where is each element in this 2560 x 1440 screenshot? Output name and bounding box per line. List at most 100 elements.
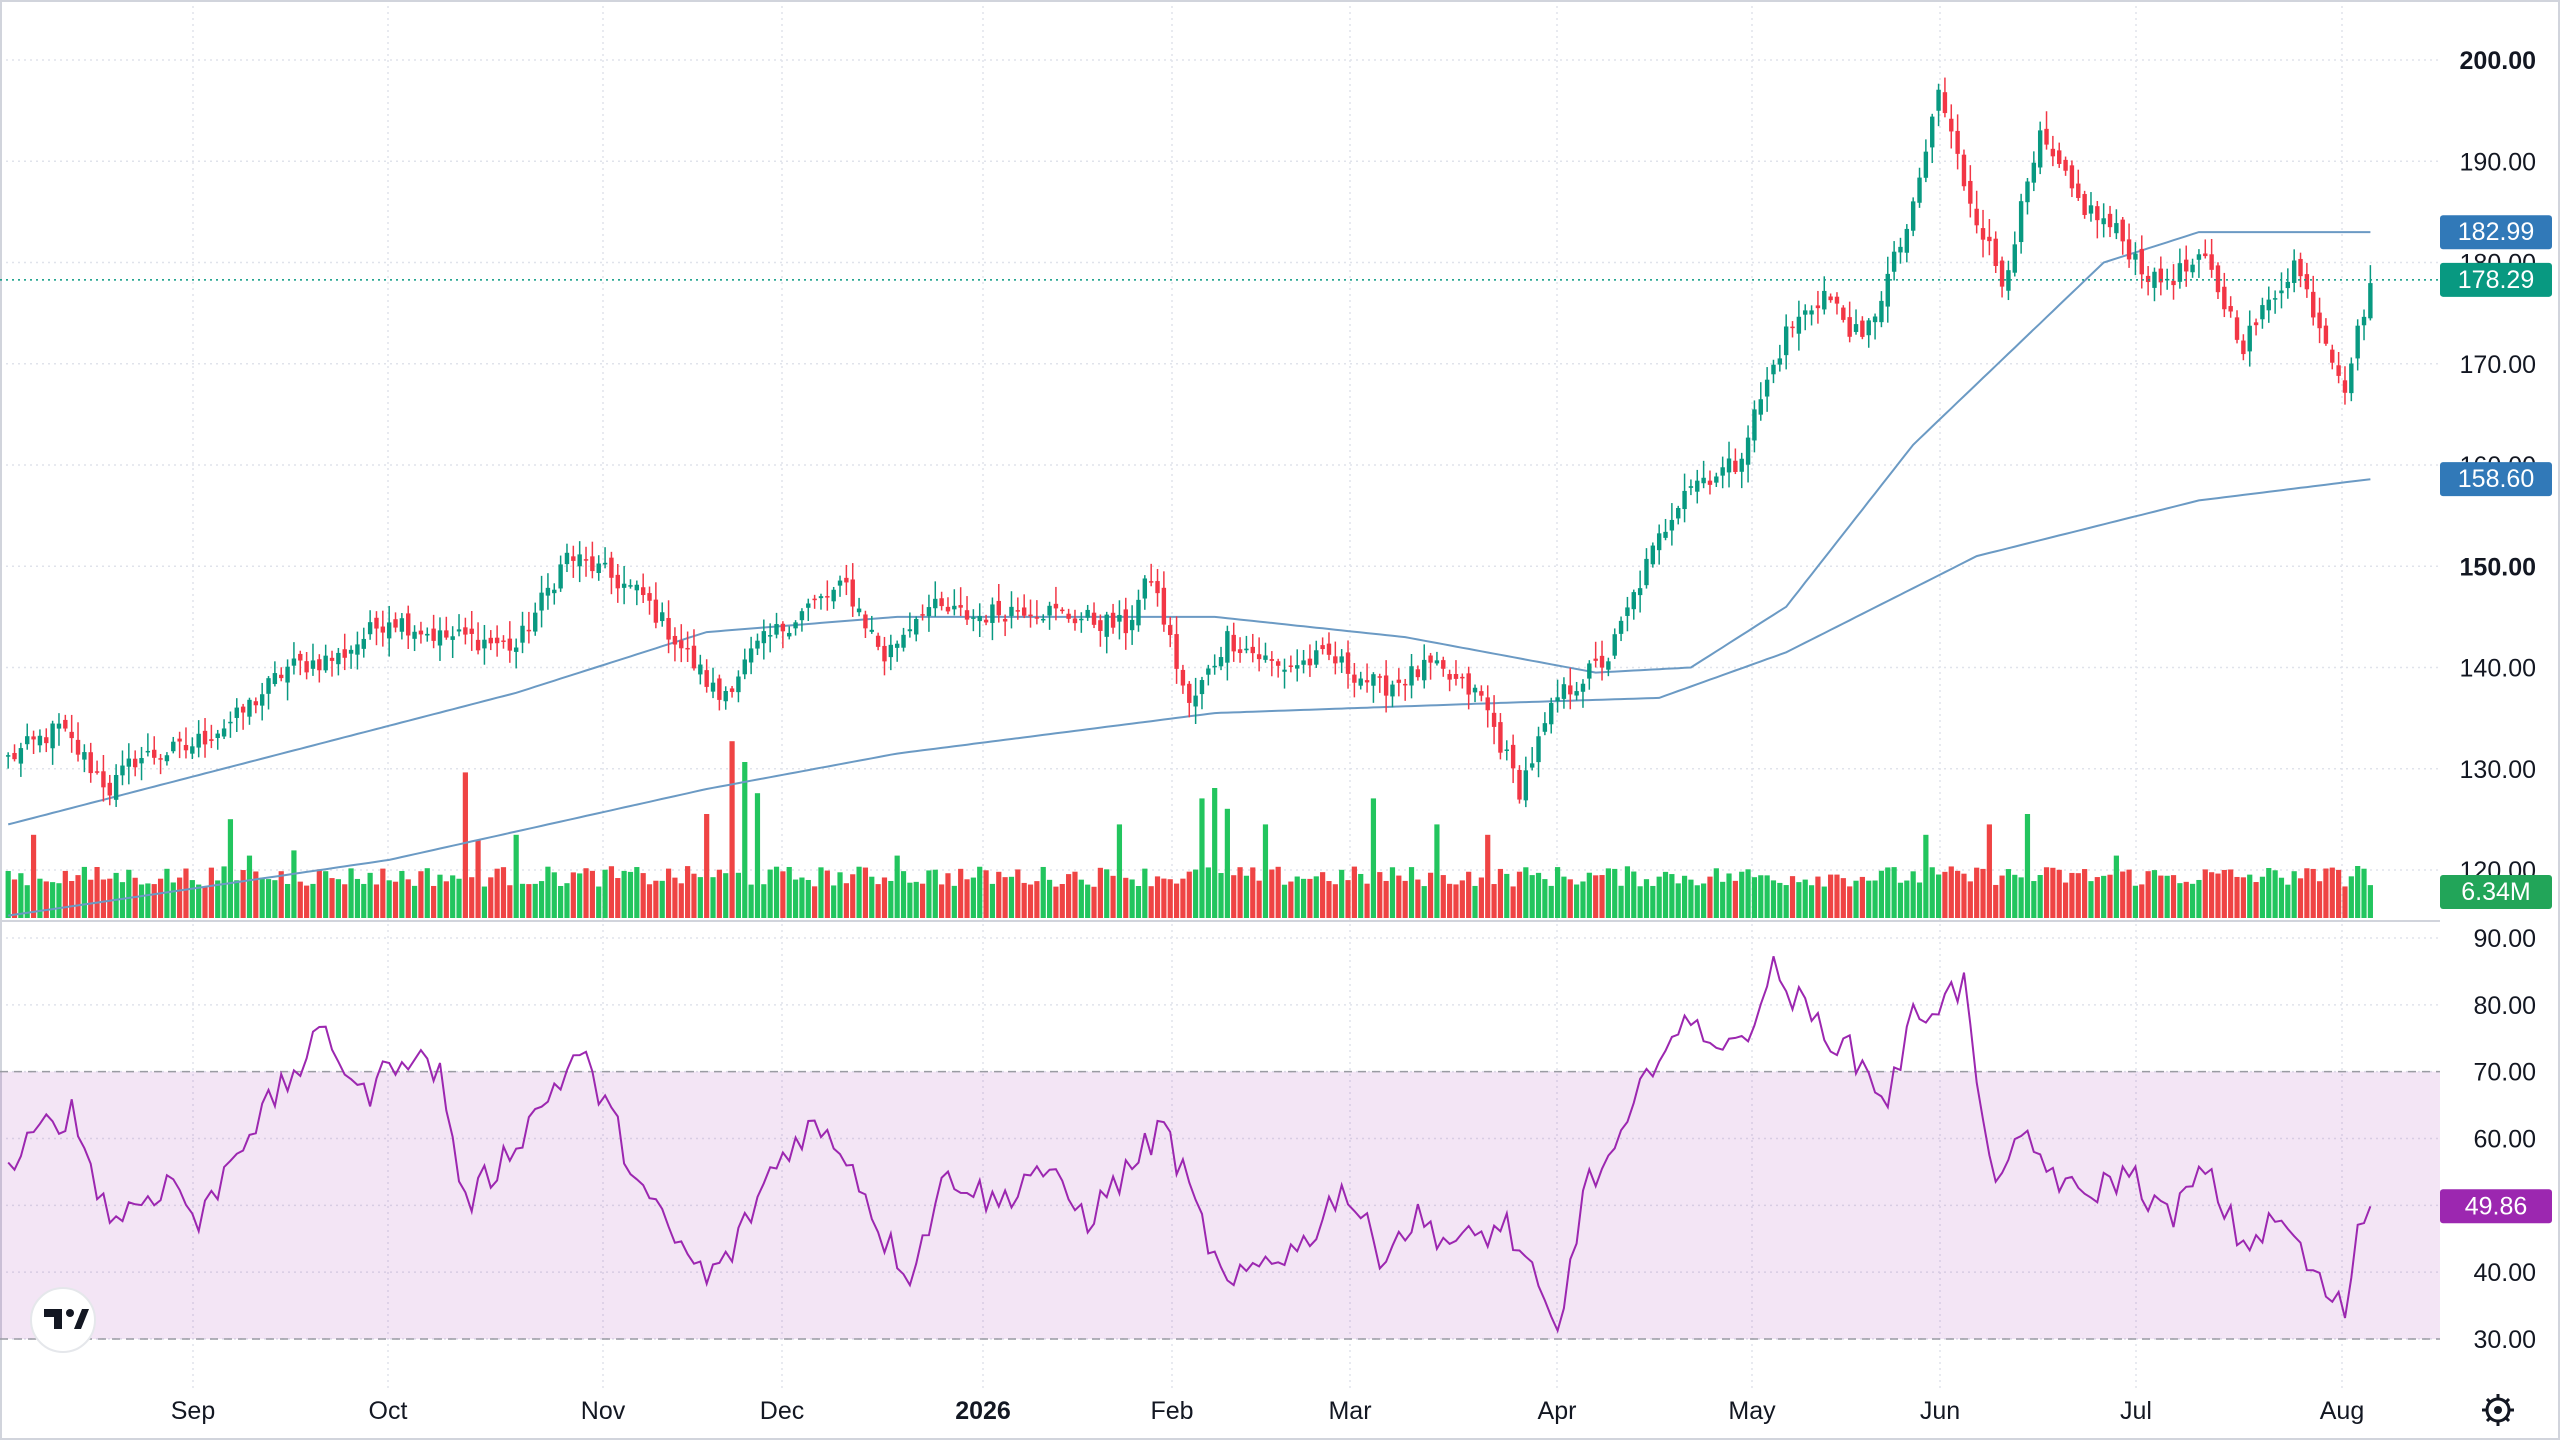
candle: [1923, 139, 1929, 183]
volume-bar: [405, 879, 411, 918]
volume-bar: [1294, 876, 1300, 918]
volume-bar: [1567, 879, 1573, 918]
volume-bar: [1770, 880, 1777, 918]
candle: [1123, 597, 1128, 650]
candle: [1339, 649, 1344, 673]
x-axis-month-label: Sep: [171, 1397, 215, 1425]
candle: [1244, 635, 1249, 654]
volume-bar: [767, 869, 773, 918]
volume-bar: [348, 868, 354, 918]
candle: [2158, 256, 2164, 296]
candle: [2050, 135, 2056, 167]
candle: [1390, 680, 1395, 708]
volume-bar: [1485, 834, 1491, 918]
volume-bar: [1923, 834, 1929, 918]
volume-bar: [234, 880, 240, 918]
volume-bar: [1669, 874, 1675, 918]
volume-bar: [1701, 883, 1707, 918]
candle: [2171, 264, 2176, 300]
candle: [844, 564, 849, 596]
volume-bar: [177, 877, 183, 918]
candle: [1974, 190, 1979, 234]
candle: [1047, 601, 1052, 630]
x-axis-month-label: Oct: [369, 1397, 408, 1425]
candle: [1783, 314, 1789, 370]
candle: [1536, 726, 1541, 778]
volume-bar: [754, 793, 761, 918]
volume-bar: [685, 866, 691, 918]
candle: [2361, 309, 2367, 341]
candle: [1968, 165, 1973, 218]
candle: [1752, 400, 1757, 453]
volume-bar: [2196, 879, 2202, 918]
gear-icon[interactable]: [2482, 1394, 2514, 1426]
volume-bar: [2113, 855, 2119, 918]
candle: [1803, 304, 1808, 331]
volume-bar: [1561, 876, 1567, 918]
volume-bar: [18, 873, 24, 918]
volume-bars: [5, 741, 2373, 918]
volume-bar: [1612, 868, 1618, 918]
candle: [1110, 603, 1116, 634]
candle: [259, 682, 265, 721]
volume-bar: [837, 872, 843, 918]
candle: [1796, 300, 1802, 351]
volume-bar: [951, 885, 957, 918]
price-tags: 182.99 178.29 158.60 6.34M 49.86: [2440, 215, 2552, 1224]
candle: [1542, 712, 1548, 736]
rsi-band: [0, 1070, 2440, 1340]
volume-bar: [494, 868, 500, 918]
candle: [609, 551, 614, 595]
candle: [1999, 256, 2005, 298]
y-axis-tick-label: 140.00: [2460, 655, 2536, 683]
candle: [2222, 272, 2227, 318]
volume-bar: [2164, 875, 2170, 918]
rsi-axis-tick-label: 80.00: [2473, 992, 2536, 1020]
volume-bar: [1878, 870, 1885, 918]
candle: [1187, 681, 1192, 718]
volume-bar: [640, 873, 646, 918]
volume-bar: [2278, 877, 2285, 918]
candle: [2177, 248, 2183, 289]
candle: [660, 602, 665, 627]
candle: [723, 686, 728, 710]
volume-bar: [170, 882, 176, 918]
volume-bar: [259, 877, 265, 918]
candle: [850, 563, 855, 617]
volume-bar: [240, 870, 246, 918]
candle: [2044, 111, 2049, 150]
volume-bar: [665, 868, 672, 918]
candle: [1517, 765, 1522, 804]
volume-bar: [1008, 876, 1015, 918]
candle: [2323, 318, 2329, 346]
candle: [545, 573, 551, 610]
candle: [507, 621, 513, 663]
candle: [190, 737, 195, 760]
volume-bar: [2316, 881, 2323, 918]
candle: [1930, 113, 1935, 164]
candle: [583, 546, 589, 577]
candle: [748, 636, 754, 675]
candle: [2145, 266, 2151, 296]
candle: [234, 698, 239, 733]
candle: [1637, 570, 1643, 613]
candle: [2330, 344, 2335, 370]
volume-bar: [513, 834, 519, 918]
volume-bar: [1053, 886, 1059, 918]
volume-bar: [481, 886, 488, 918]
candle: [1504, 740, 1509, 761]
volume-bar: [1123, 877, 1129, 918]
volume-bar: [2228, 869, 2234, 918]
volume-bar: [2291, 871, 2297, 918]
volume-bar: [1040, 866, 1046, 918]
candle: [1168, 616, 1173, 648]
candle: [342, 633, 347, 671]
candle: [2311, 275, 2316, 326]
candle: [933, 581, 938, 617]
volume-bar: [1548, 885, 1554, 918]
tradingview-logo[interactable]: [30, 1287, 96, 1353]
candle: [787, 626, 792, 640]
candle: [18, 742, 24, 777]
volume-bar: [1269, 869, 1275, 918]
